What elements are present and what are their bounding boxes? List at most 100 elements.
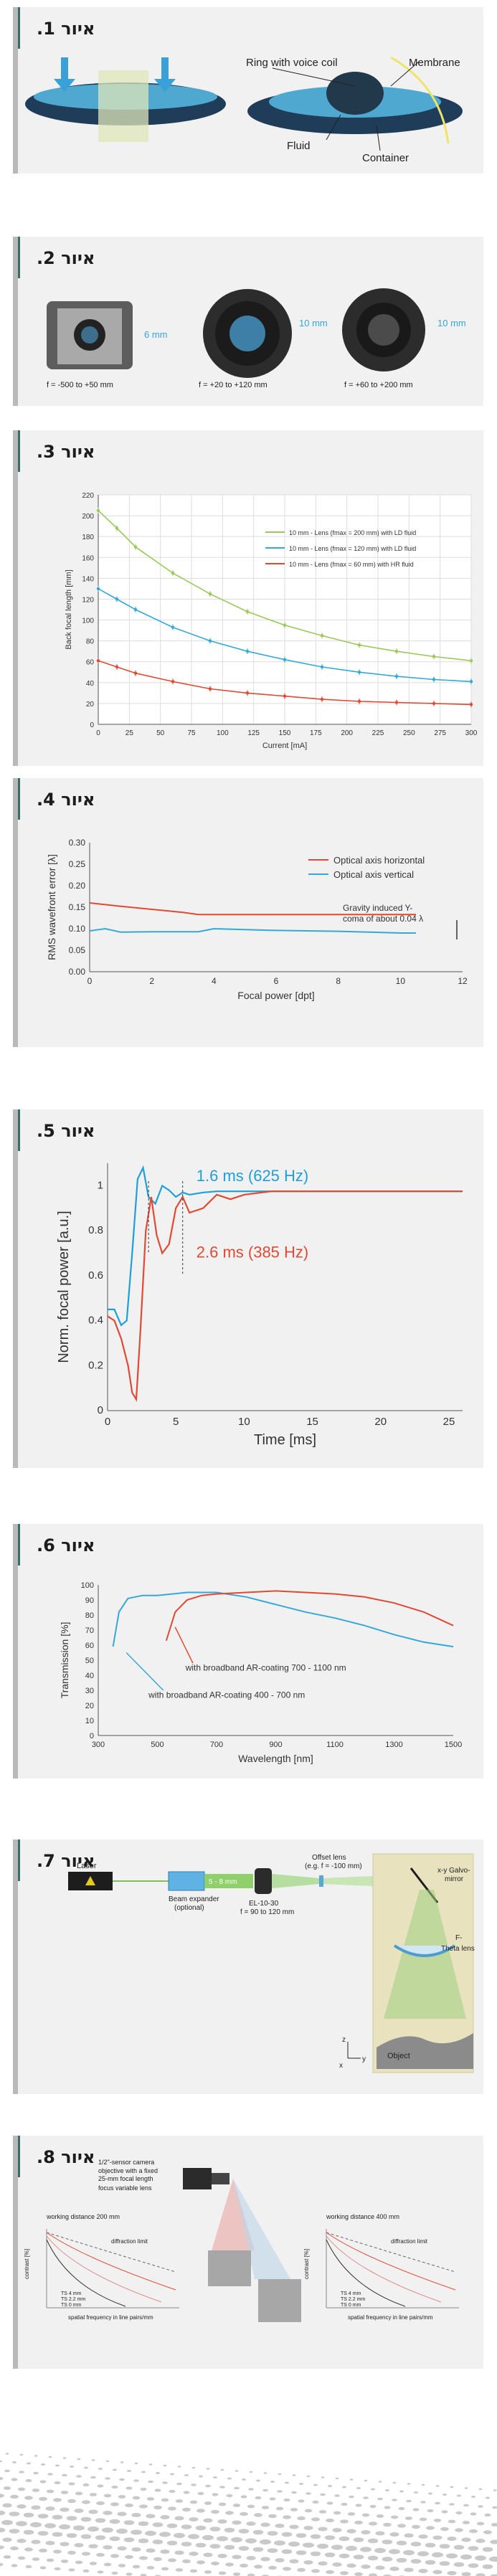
deco-dot <box>168 2506 176 2511</box>
deco-dot <box>203 2552 213 2557</box>
deco-dot <box>418 2569 428 2573</box>
y-tick-label: 0.25 <box>69 859 86 869</box>
annotation-slow: 2.6 ms (385 Hz) <box>197 1244 309 1261</box>
deco-dot <box>138 2521 149 2527</box>
deco-dot <box>234 2486 240 2490</box>
deco-dot <box>32 2557 40 2561</box>
deco-dot <box>17 2487 26 2491</box>
deco-dot <box>245 2538 257 2544</box>
data-point <box>96 508 100 513</box>
y-tick-label: 120 <box>82 596 94 604</box>
deco-dot <box>447 2571 457 2575</box>
deco-dot <box>238 2546 250 2551</box>
deco-dot <box>317 2543 328 2549</box>
deco-dot <box>284 2481 290 2484</box>
data-point <box>320 697 324 701</box>
deco-dot <box>326 2570 334 2575</box>
deco-dot <box>483 2530 492 2534</box>
deco-dot <box>48 2456 52 2458</box>
deco-dot <box>478 2505 483 2508</box>
lens-size-2: 10 mm <box>299 318 328 328</box>
data-point <box>283 694 287 698</box>
deco-dot <box>268 2565 277 2570</box>
x-tick-label: 10 <box>396 976 406 986</box>
y-tick-label: 60 <box>86 659 95 667</box>
deco-dot <box>111 2485 118 2489</box>
deco-dot <box>103 2511 113 2515</box>
deco-dot <box>410 2559 422 2564</box>
deco-dot <box>181 2524 192 2529</box>
deco-dot <box>87 2526 99 2532</box>
deco-dot <box>417 2551 429 2557</box>
deco-dot <box>197 2509 205 2513</box>
figure-8-title: איור 8. <box>37 2147 95 2167</box>
deco-dot <box>355 2504 362 2507</box>
membrane-outline <box>390 56 450 144</box>
deco-dot <box>34 2455 38 2457</box>
label-optional: (optional) <box>174 1904 204 1912</box>
deco-dot <box>3 2486 11 2490</box>
deco-dot <box>432 2535 442 2540</box>
data-point <box>115 526 119 530</box>
deco-dot <box>246 2521 256 2526</box>
machine-vision-diagram: 1/2"-sensor camera objective with a fixe… <box>24 2159 459 2322</box>
deco-dot <box>189 2517 199 2521</box>
deco-dot <box>219 2486 225 2489</box>
data-point <box>133 545 138 549</box>
deco-dot <box>118 2495 126 2499</box>
deco-dot <box>367 2538 379 2544</box>
deco-dot <box>1 2519 13 2526</box>
annotation-700-1100: with broadband AR-coating 700 - 1100 nm <box>185 1663 346 1673</box>
legend-label: Optical axis vertical <box>333 869 414 880</box>
deco-dot <box>353 2537 364 2542</box>
deco-dot <box>112 2468 118 2471</box>
deco-dot <box>37 2514 49 2519</box>
y-tick-label: 100 <box>82 617 94 625</box>
deco-dot <box>374 2547 386 2554</box>
label-membrane: Membrane <box>409 57 460 69</box>
data-point <box>394 701 399 704</box>
deco-dot <box>62 2473 67 2477</box>
data-point <box>208 639 212 643</box>
deco-dot <box>59 2524 70 2530</box>
deco-dot <box>183 2491 190 2494</box>
series-line-2 <box>98 660 472 706</box>
deco-dot <box>349 2495 354 2499</box>
deco-dot <box>80 2534 92 2539</box>
deco-dot <box>475 2539 486 2543</box>
deco-dot <box>174 2532 185 2539</box>
deco-dot <box>283 2567 291 2571</box>
deco-dot <box>153 2557 162 2562</box>
decorative-dot-pattern <box>0 2453 497 2576</box>
deco-dot <box>169 2473 175 2476</box>
deco-dot <box>140 2487 147 2491</box>
data-point <box>469 680 473 683</box>
deco-dot <box>161 2498 169 2502</box>
label-xaxis-left: spatial frequency in line pairs/mm <box>68 2314 153 2321</box>
label-beam-size: 5 - 8 mm <box>209 1878 237 1886</box>
y-tick-label: 0.05 <box>69 945 86 955</box>
deco-dot <box>283 2498 290 2502</box>
deco-dot <box>160 2549 170 2554</box>
y-axis-label: Back focal length [mm] <box>65 569 73 649</box>
y-tick-label: 40 <box>86 680 95 688</box>
deco-dot <box>132 2496 141 2500</box>
container-leader-line <box>376 125 381 151</box>
y-tick-label: 0.20 <box>69 881 86 891</box>
x-tick-label: 1100 <box>326 1741 344 1749</box>
deco-dot <box>125 2554 133 2560</box>
deco-dot <box>97 2570 104 2574</box>
y-tick-label: 40 <box>85 1672 94 1680</box>
deco-dot <box>0 2562 4 2567</box>
lens-range-1: f = -500 to +50 mm <box>47 381 113 389</box>
deco-dot <box>292 2474 296 2476</box>
deco-dot <box>485 2496 491 2499</box>
deco-dot <box>103 2562 112 2567</box>
deco-dot <box>139 2556 148 2560</box>
deco-dot <box>16 2539 27 2543</box>
label-container: Container <box>362 152 409 164</box>
y-tick-label: 0.6 <box>88 1269 103 1282</box>
figure-4-title: איור 4. <box>37 790 95 810</box>
deco-dot <box>131 2547 141 2552</box>
data-point <box>357 643 361 647</box>
